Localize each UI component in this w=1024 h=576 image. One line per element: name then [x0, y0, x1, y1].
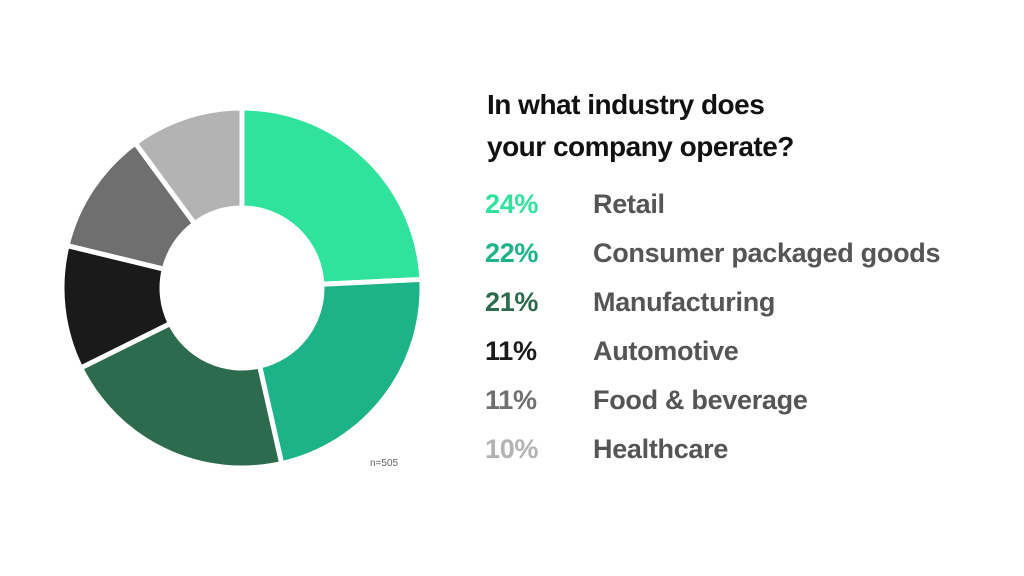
- percent-label: 11%: [485, 336, 537, 366]
- category-label: Manufacturing: [593, 287, 776, 317]
- percent-label: 22%: [485, 238, 539, 268]
- percent-label: 11%: [485, 385, 537, 415]
- legend-entry: 11% Automotive: [485, 327, 940, 376]
- chart-title: In what industry does your company opera…: [487, 89, 794, 162]
- percent-label: 21%: [485, 287, 539, 317]
- donut-slice: [239, 105, 425, 287]
- legend-entry: 11% Food & beverage: [485, 376, 940, 425]
- donut-chart: [59, 105, 425, 471]
- category-label: Automotive: [593, 336, 739, 366]
- category-label: Retail: [593, 189, 665, 219]
- donut-slice: [256, 276, 425, 467]
- legend-entry: 10% Healthcare: [485, 425, 940, 474]
- sample-note: n=505: [370, 458, 399, 469]
- legend: 24% Retail 22% Consumer packaged goods 21% Ma…: [485, 180, 940, 474]
- donut-slice: [77, 320, 285, 471]
- legend-entry: 22% Consumer packaged goods: [485, 229, 940, 278]
- percent-label: 24%: [485, 189, 539, 219]
- category-label: Food & beverage: [593, 385, 808, 415]
- category-label: Consumer packaged goods: [593, 238, 941, 268]
- legend-entry: 24% Retail: [485, 180, 940, 229]
- category-label: Healthcare: [593, 434, 729, 464]
- percent-label: 10%: [485, 434, 539, 464]
- legend-entry: 21% Manufacturing: [485, 278, 940, 327]
- donut-slice: [131, 105, 245, 228]
